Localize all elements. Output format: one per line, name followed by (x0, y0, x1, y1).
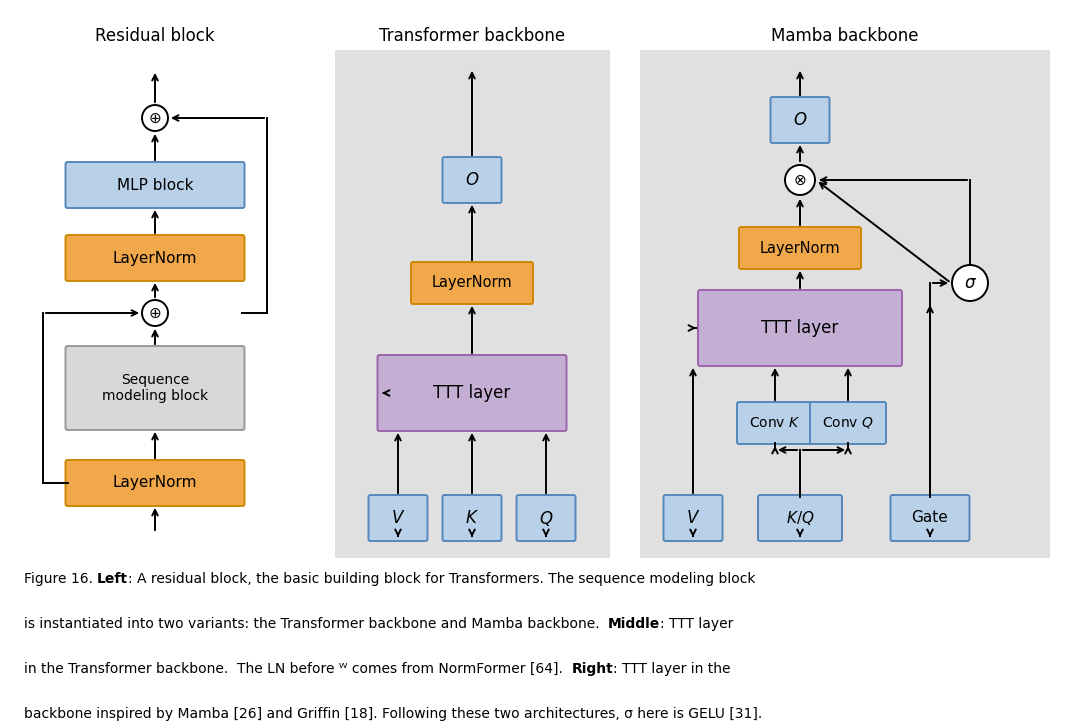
FancyBboxPatch shape (516, 495, 576, 541)
FancyBboxPatch shape (66, 162, 244, 208)
FancyBboxPatch shape (368, 495, 428, 541)
Text: Middle: Middle (608, 617, 660, 631)
Text: Transformer backbone: Transformer backbone (379, 27, 565, 45)
FancyBboxPatch shape (810, 402, 886, 444)
FancyBboxPatch shape (737, 402, 813, 444)
Text: $Q$: $Q$ (539, 508, 553, 528)
FancyBboxPatch shape (663, 495, 723, 541)
Text: is instantiated into two variants: the Transformer backbone and Mamba backbone.: is instantiated into two variants: the T… (24, 617, 608, 631)
FancyBboxPatch shape (378, 355, 567, 431)
Text: : TTT layer: : TTT layer (660, 617, 733, 631)
Text: LayerNorm: LayerNorm (112, 475, 198, 491)
Text: $\otimes$: $\otimes$ (794, 173, 807, 188)
Bar (640, 50, 1050, 558)
Text: TTT layer: TTT layer (761, 319, 839, 337)
FancyBboxPatch shape (443, 495, 501, 541)
Text: : TTT layer in the: : TTT layer in the (613, 662, 731, 676)
Circle shape (141, 105, 168, 131)
Text: $\sigma$: $\sigma$ (963, 274, 976, 292)
Text: : A residual block, the basic building block for Transformers. The sequence mode: : A residual block, the basic building b… (129, 572, 756, 586)
FancyBboxPatch shape (698, 290, 902, 366)
Text: $\oplus$: $\oplus$ (148, 306, 162, 320)
FancyBboxPatch shape (66, 235, 244, 281)
Text: $V$: $V$ (686, 509, 700, 527)
Text: in the Transformer backbone.  The LN before ᵂ comes from NormFormer [64].: in the Transformer backbone. The LN befo… (24, 662, 571, 676)
Text: LayerNorm: LayerNorm (432, 275, 512, 290)
Text: Sequence
modeling block: Sequence modeling block (102, 373, 208, 403)
Text: backbone inspired by Mamba [26] and Griffin [18]. Following these two architectu: backbone inspired by Mamba [26] and Grif… (24, 708, 762, 721)
FancyBboxPatch shape (443, 157, 501, 203)
Text: TTT layer: TTT layer (433, 384, 511, 402)
Text: $O$: $O$ (793, 111, 807, 129)
Bar (335, 50, 610, 558)
FancyBboxPatch shape (758, 495, 842, 541)
Text: $V$: $V$ (391, 509, 405, 527)
Text: $O$: $O$ (464, 171, 480, 189)
FancyBboxPatch shape (891, 495, 970, 541)
FancyBboxPatch shape (411, 262, 534, 304)
Text: Conv $Q$: Conv $Q$ (822, 416, 874, 430)
FancyBboxPatch shape (739, 227, 861, 269)
Text: $K/Q$: $K/Q$ (786, 509, 814, 527)
Text: LayerNorm: LayerNorm (112, 250, 198, 266)
FancyBboxPatch shape (66, 346, 244, 430)
Text: Figure 16.: Figure 16. (24, 572, 97, 586)
Text: Mamba backbone: Mamba backbone (771, 27, 919, 45)
FancyBboxPatch shape (770, 97, 829, 143)
Circle shape (141, 300, 168, 326)
Text: $\oplus$: $\oplus$ (148, 111, 162, 125)
Circle shape (785, 165, 815, 195)
FancyBboxPatch shape (66, 460, 244, 506)
Text: Residual block: Residual block (95, 27, 215, 45)
Circle shape (951, 265, 988, 301)
Text: $K$: $K$ (465, 509, 480, 527)
Text: MLP block: MLP block (117, 178, 193, 192)
Text: Conv $K$: Conv $K$ (750, 416, 800, 430)
Text: Right: Right (571, 662, 613, 676)
Text: Left: Left (97, 572, 129, 586)
Text: Gate: Gate (912, 510, 948, 526)
Text: LayerNorm: LayerNorm (759, 240, 840, 256)
